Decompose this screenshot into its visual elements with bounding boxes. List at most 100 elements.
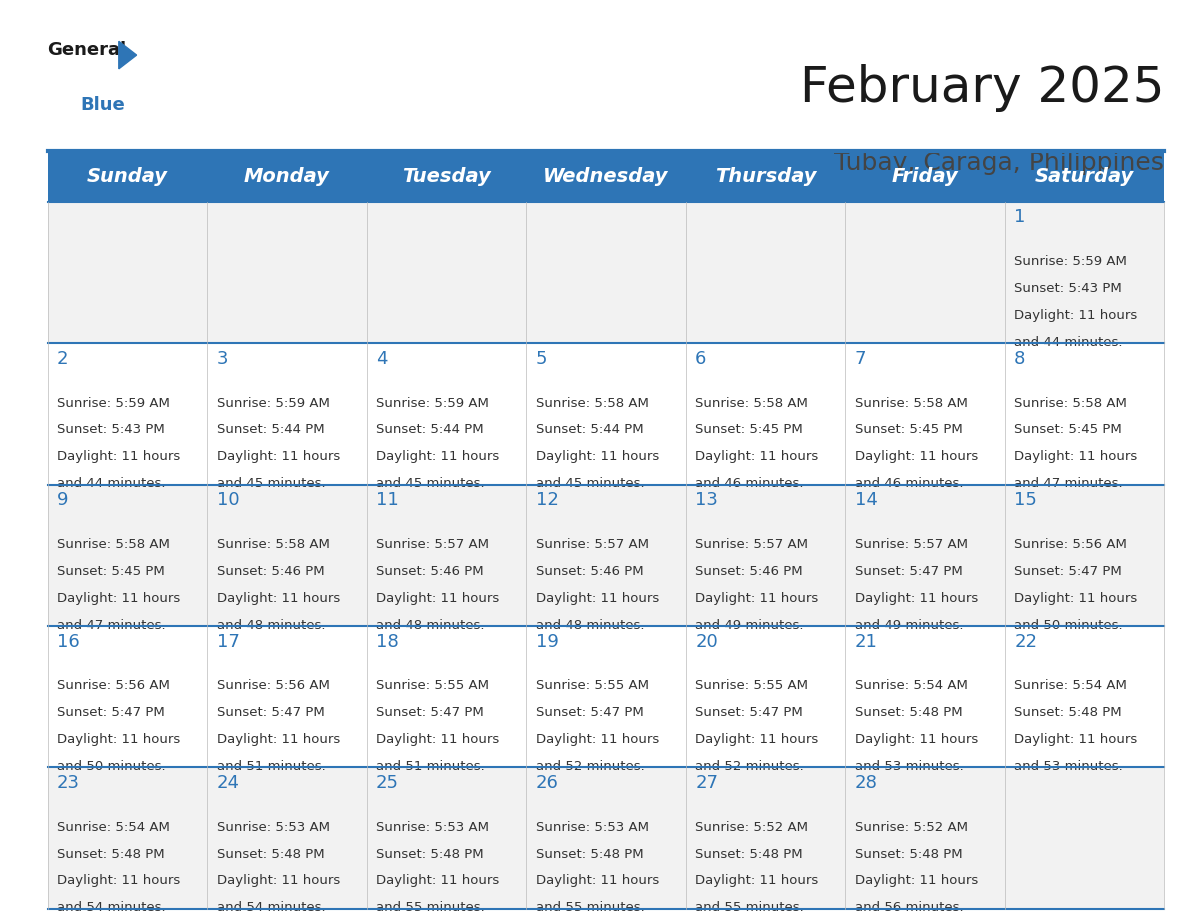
Bar <box>685 767 845 909</box>
Text: Daylight: 11 hours: Daylight: 11 hours <box>1015 451 1137 464</box>
Text: 19: 19 <box>536 633 558 651</box>
Bar <box>367 626 526 767</box>
Text: Wednesday: Wednesday <box>543 167 669 186</box>
Text: Sunrise: 5:59 AM: Sunrise: 5:59 AM <box>57 397 170 409</box>
Text: Sunset: 5:47 PM: Sunset: 5:47 PM <box>695 706 803 719</box>
Text: 11: 11 <box>377 491 399 509</box>
Text: and 52 minutes.: and 52 minutes. <box>536 760 644 773</box>
Bar <box>1005 202 1164 343</box>
Text: and 46 minutes.: and 46 minutes. <box>854 477 963 490</box>
Text: Daylight: 11 hours: Daylight: 11 hours <box>536 451 659 464</box>
Text: and 48 minutes.: and 48 minutes. <box>536 619 644 632</box>
Text: Sunset: 5:48 PM: Sunset: 5:48 PM <box>854 706 962 719</box>
Bar <box>845 626 1005 767</box>
Text: Sunrise: 5:52 AM: Sunrise: 5:52 AM <box>695 821 808 834</box>
Text: Tuesday: Tuesday <box>402 167 491 186</box>
Bar <box>48 485 207 626</box>
Text: 28: 28 <box>854 774 878 792</box>
Text: 16: 16 <box>57 633 80 651</box>
Text: 22: 22 <box>1015 633 1037 651</box>
Text: and 45 minutes.: and 45 minutes. <box>216 477 326 490</box>
Text: Daylight: 11 hours: Daylight: 11 hours <box>57 592 181 605</box>
Text: 25: 25 <box>377 774 399 792</box>
Text: Sunset: 5:48 PM: Sunset: 5:48 PM <box>57 847 165 860</box>
Text: Sunrise: 5:58 AM: Sunrise: 5:58 AM <box>1015 397 1127 409</box>
Text: Daylight: 11 hours: Daylight: 11 hours <box>536 875 659 888</box>
Bar <box>367 485 526 626</box>
Bar <box>48 202 207 343</box>
Text: 4: 4 <box>377 350 387 368</box>
Text: Thursday: Thursday <box>715 167 816 186</box>
Bar <box>685 626 845 767</box>
Bar <box>48 343 207 485</box>
Text: and 52 minutes.: and 52 minutes. <box>695 760 804 773</box>
Text: Daylight: 11 hours: Daylight: 11 hours <box>377 592 499 605</box>
Text: Sunrise: 5:55 AM: Sunrise: 5:55 AM <box>377 679 489 692</box>
Text: Sunrise: 5:59 AM: Sunrise: 5:59 AM <box>377 397 489 409</box>
Bar <box>526 485 685 626</box>
Text: Daylight: 11 hours: Daylight: 11 hours <box>377 875 499 888</box>
Text: and 45 minutes.: and 45 minutes. <box>536 477 644 490</box>
Text: Sunset: 5:48 PM: Sunset: 5:48 PM <box>1015 706 1121 719</box>
Text: Sunset: 5:48 PM: Sunset: 5:48 PM <box>854 847 962 860</box>
Text: 3: 3 <box>216 350 228 368</box>
Text: Sunrise: 5:52 AM: Sunrise: 5:52 AM <box>854 821 968 834</box>
Text: Sunset: 5:48 PM: Sunset: 5:48 PM <box>216 847 324 860</box>
Bar <box>526 202 685 343</box>
Text: Sunrise: 5:56 AM: Sunrise: 5:56 AM <box>57 679 170 692</box>
Bar <box>367 202 526 343</box>
Bar <box>845 151 1005 202</box>
Bar <box>367 151 526 202</box>
Polygon shape <box>119 41 137 69</box>
Text: 12: 12 <box>536 491 558 509</box>
Text: and 49 minutes.: and 49 minutes. <box>695 619 803 632</box>
Text: Daylight: 11 hours: Daylight: 11 hours <box>536 592 659 605</box>
Bar <box>207 626 367 767</box>
Text: Daylight: 11 hours: Daylight: 11 hours <box>854 451 978 464</box>
Text: and 44 minutes.: and 44 minutes. <box>57 477 165 490</box>
Text: and 53 minutes.: and 53 minutes. <box>1015 760 1123 773</box>
Text: Saturday: Saturday <box>1035 167 1135 186</box>
Text: and 49 minutes.: and 49 minutes. <box>854 619 963 632</box>
Text: Sunset: 5:48 PM: Sunset: 5:48 PM <box>536 847 643 860</box>
Text: Sunset: 5:45 PM: Sunset: 5:45 PM <box>695 423 803 436</box>
Text: and 55 minutes.: and 55 minutes. <box>377 901 485 914</box>
Bar <box>845 767 1005 909</box>
Text: General: General <box>48 41 127 60</box>
Text: Sunset: 5:43 PM: Sunset: 5:43 PM <box>1015 282 1121 295</box>
Text: 14: 14 <box>854 491 878 509</box>
Text: Tubay, Caraga, Philippines: Tubay, Caraga, Philippines <box>834 151 1164 175</box>
Text: Daylight: 11 hours: Daylight: 11 hours <box>377 733 499 746</box>
Bar <box>526 343 685 485</box>
Text: 21: 21 <box>854 633 878 651</box>
Text: Sunset: 5:46 PM: Sunset: 5:46 PM <box>695 565 803 577</box>
Text: February 2025: February 2025 <box>800 64 1164 112</box>
Text: Daylight: 11 hours: Daylight: 11 hours <box>536 733 659 746</box>
Text: 9: 9 <box>57 491 69 509</box>
Text: 15: 15 <box>1015 491 1037 509</box>
Text: Daylight: 11 hours: Daylight: 11 hours <box>695 733 819 746</box>
Text: Sunset: 5:45 PM: Sunset: 5:45 PM <box>854 423 962 436</box>
Text: Sunrise: 5:57 AM: Sunrise: 5:57 AM <box>695 538 808 551</box>
Text: Daylight: 11 hours: Daylight: 11 hours <box>216 451 340 464</box>
Text: Sunrise: 5:59 AM: Sunrise: 5:59 AM <box>216 397 329 409</box>
Text: Monday: Monday <box>244 167 330 186</box>
Bar <box>207 151 367 202</box>
Text: Sunset: 5:43 PM: Sunset: 5:43 PM <box>57 423 165 436</box>
Text: Sunrise: 5:53 AM: Sunrise: 5:53 AM <box>216 821 329 834</box>
Text: Sunset: 5:45 PM: Sunset: 5:45 PM <box>1015 423 1121 436</box>
Text: 8: 8 <box>1015 350 1025 368</box>
Text: Sunrise: 5:55 AM: Sunrise: 5:55 AM <box>536 679 649 692</box>
Bar <box>48 767 207 909</box>
Text: Sunset: 5:47 PM: Sunset: 5:47 PM <box>216 706 324 719</box>
Text: Daylight: 11 hours: Daylight: 11 hours <box>216 733 340 746</box>
Text: and 44 minutes.: and 44 minutes. <box>1015 336 1123 349</box>
Text: and 48 minutes.: and 48 minutes. <box>377 619 485 632</box>
Bar <box>207 202 367 343</box>
Text: Sunrise: 5:54 AM: Sunrise: 5:54 AM <box>57 821 170 834</box>
Text: Sunrise: 5:54 AM: Sunrise: 5:54 AM <box>854 679 967 692</box>
Text: Daylight: 11 hours: Daylight: 11 hours <box>854 592 978 605</box>
Text: 6: 6 <box>695 350 707 368</box>
Text: Daylight: 11 hours: Daylight: 11 hours <box>1015 733 1137 746</box>
Text: Sunrise: 5:58 AM: Sunrise: 5:58 AM <box>695 397 808 409</box>
